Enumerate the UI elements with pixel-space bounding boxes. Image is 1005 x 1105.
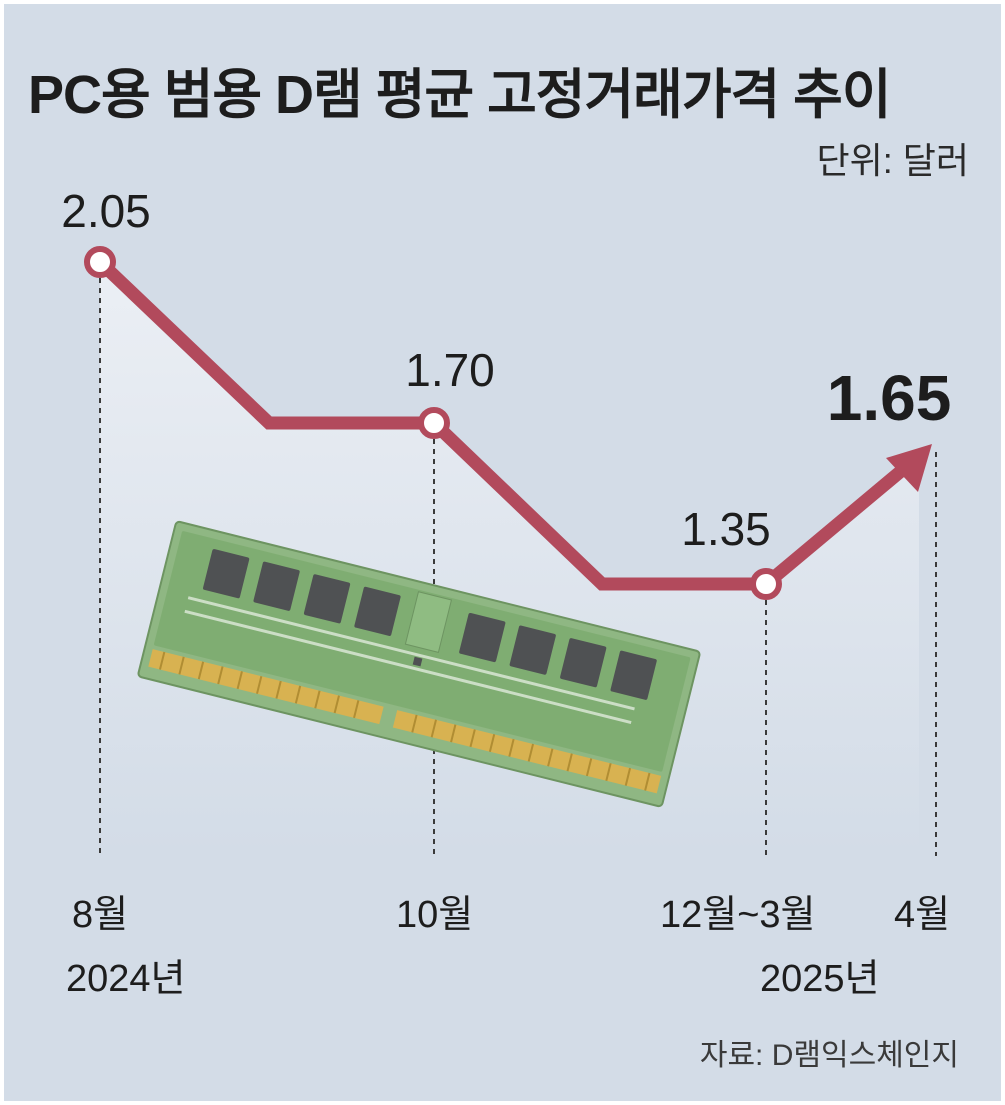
x-label-apr: 4월	[894, 894, 951, 936]
year-label-2025: 2025년	[760, 958, 880, 1000]
x-label-dec-mar: 12월~3월	[660, 894, 816, 936]
dram-module-icon	[137, 520, 701, 808]
data-label-dec-mar: 1.35	[681, 503, 771, 555]
x-label-oct: 10월	[396, 894, 474, 936]
data-label-aug: 2.05	[61, 185, 151, 237]
chart-frame: PC용 범용 D램 평균 고정거래가격 추이 단위: 달러 2.05 1.70 …	[4, 4, 1001, 1101]
year-label-2024: 2024년	[66, 958, 186, 1000]
series-line	[95, 257, 924, 591]
data-point-marker	[750, 568, 782, 600]
line-chart	[84, 246, 937, 856]
source-note: 자료: D램익스체인지	[699, 1039, 959, 1072]
data-point-marker	[84, 246, 116, 278]
data-point-marker	[418, 407, 450, 439]
data-label-oct: 1.70	[405, 344, 495, 396]
data-label-apr: 1.65	[826, 362, 952, 434]
unit-label: 단위: 달러	[816, 140, 969, 181]
arrow-head-icon	[886, 444, 932, 492]
x-label-aug: 8월	[72, 894, 129, 936]
chart-title: PC용 범용 D램 평균 고정거래가격 추이	[28, 65, 892, 125]
